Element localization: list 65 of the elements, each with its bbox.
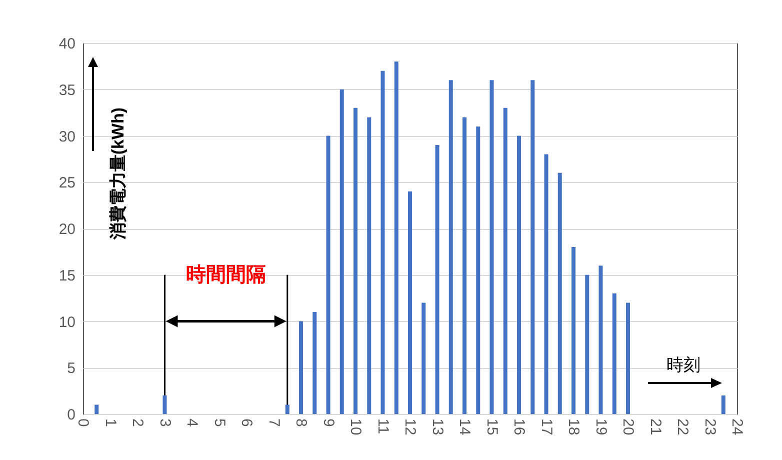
bar — [572, 247, 576, 414]
bar — [422, 302, 426, 414]
x-tick-label: 20 — [620, 418, 636, 436]
y-tick-label: 35 — [58, 82, 76, 99]
bar — [476, 126, 480, 414]
bar — [354, 108, 358, 414]
x-axis-title: 時刻 — [666, 356, 700, 374]
x-tick-label: 23 — [701, 418, 718, 436]
bar — [340, 89, 344, 414]
x-tick-label: 17 — [538, 418, 555, 436]
bar — [326, 136, 330, 414]
bar — [558, 172, 562, 414]
x-tick-label: 6 — [238, 418, 255, 427]
x-tick-label: 5 — [210, 418, 228, 427]
x-tick-label: 0 — [74, 418, 92, 427]
x-tick-label: 1 — [102, 418, 119, 427]
x-tick-label: 19 — [592, 418, 610, 436]
bar — [408, 191, 412, 414]
x-tick-label: 8 — [292, 418, 310, 427]
bar — [585, 274, 590, 414]
bar — [462, 117, 466, 414]
x-tick-label: 10 — [347, 418, 364, 436]
x-tick-label: 15 — [483, 418, 500, 436]
bar — [435, 145, 440, 414]
x-tick-label: 9 — [320, 418, 337, 427]
x-tick-label: 2 — [129, 418, 146, 427]
x-tick-label: 18 — [565, 418, 582, 436]
bar — [448, 80, 453, 414]
bar — [299, 321, 303, 414]
y-tick-label: 20 — [58, 221, 76, 238]
x-tick-label: 14 — [456, 418, 473, 436]
y-tick-label: 40 — [58, 36, 76, 52]
x-tick-label: 24 — [728, 418, 746, 436]
x-tick-label: 16 — [510, 418, 528, 436]
x-tick-label: 21 — [646, 418, 664, 436]
bar — [598, 266, 603, 414]
x-tick-label: 4 — [184, 418, 200, 427]
x-tick-label: 3 — [156, 418, 174, 427]
y-tick-label: 30 — [58, 128, 76, 146]
x-tick-label: 13 — [428, 418, 446, 436]
y-tick-label: 15 — [58, 267, 76, 284]
y-tick-label: 25 — [58, 174, 76, 192]
y-axis-title: 消費電力量(kWh) — [108, 107, 128, 241]
bar — [490, 80, 494, 414]
bar — [94, 404, 99, 414]
bar — [394, 62, 398, 414]
x-tick-label: 11 — [374, 418, 392, 434]
bar — [162, 395, 167, 414]
y-tick-label: 10 — [58, 314, 76, 331]
bar — [312, 312, 317, 414]
bar — [503, 108, 508, 414]
bar — [367, 117, 372, 414]
x-tick-label: 12 — [402, 418, 418, 436]
bar — [285, 404, 290, 414]
x-tick-label: 22 — [674, 418, 691, 436]
bar — [544, 154, 548, 414]
y-tick-label: 5 — [67, 360, 76, 378]
bar — [626, 302, 630, 414]
x-tick-label: 7 — [265, 418, 282, 427]
annotation: 時間間隔 — [186, 264, 266, 286]
bar — [612, 293, 616, 414]
bar — [530, 80, 535, 414]
bar — [721, 395, 726, 414]
bar — [380, 70, 385, 414]
bar — [517, 136, 521, 414]
